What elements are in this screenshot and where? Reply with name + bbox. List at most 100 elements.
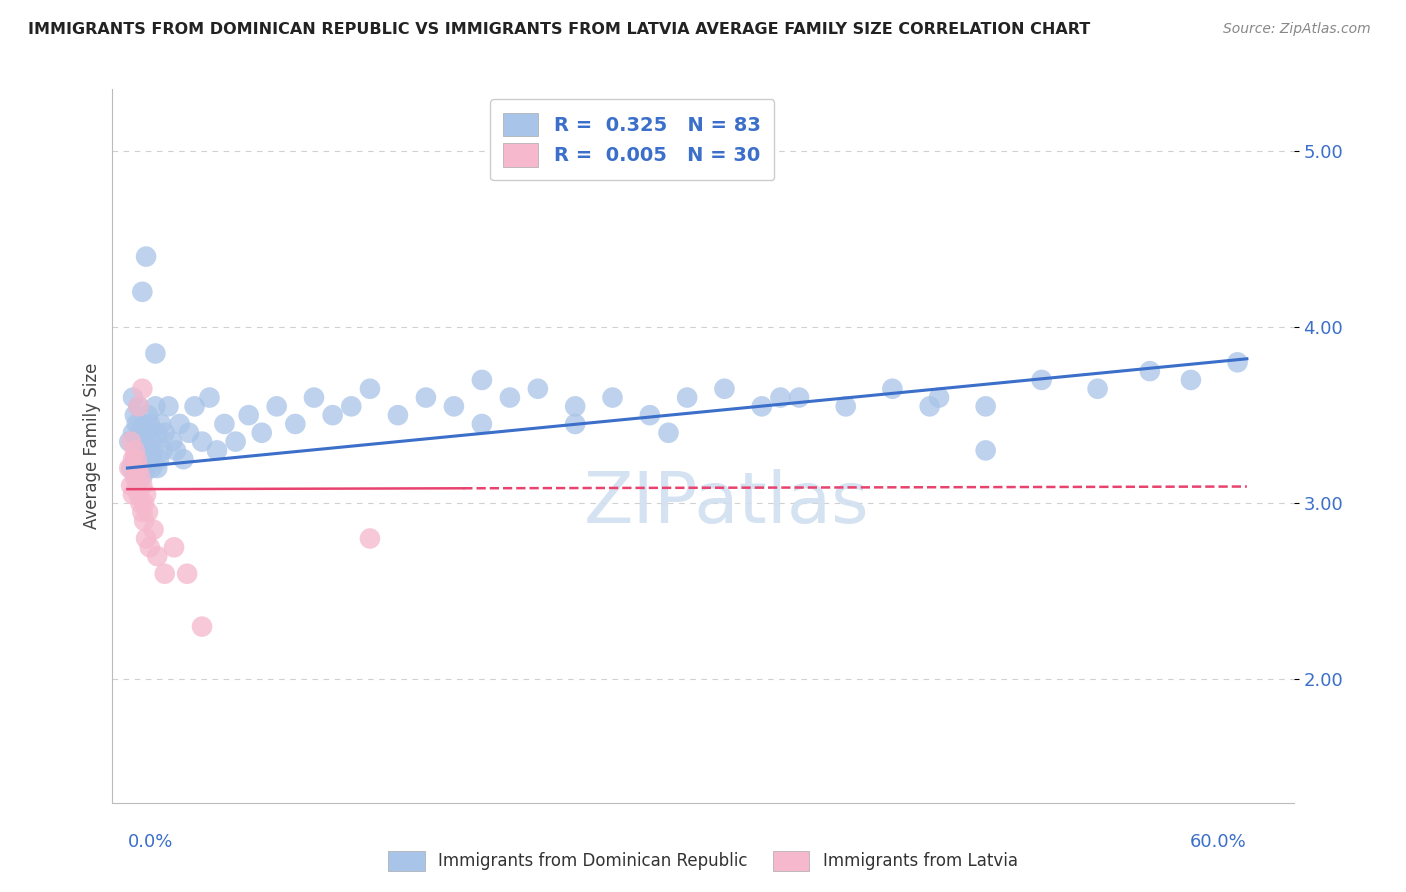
Point — [134, 452, 156, 467]
Point — [359, 532, 381, 546]
Point — [124, 470, 146, 484]
Point — [135, 425, 157, 440]
Point — [118, 434, 141, 449]
Point — [928, 391, 950, 405]
Point — [120, 478, 142, 492]
Point — [387, 408, 409, 422]
Point — [146, 549, 169, 563]
Point — [340, 400, 363, 414]
Point — [527, 382, 550, 396]
Text: Source: ZipAtlas.com: Source: ZipAtlas.com — [1223, 22, 1371, 37]
Y-axis label: Average Family Size: Average Family Size — [83, 363, 101, 529]
Point — [150, 417, 173, 431]
Point — [415, 391, 437, 405]
Text: ZIPatlas: ZIPatlas — [583, 468, 869, 538]
Point — [145, 346, 167, 360]
Point — [125, 478, 148, 492]
Point — [131, 478, 153, 492]
Point — [131, 285, 153, 299]
Point — [128, 400, 150, 414]
Point — [131, 470, 153, 484]
Point — [165, 443, 187, 458]
Point — [139, 452, 162, 467]
Point — [499, 391, 522, 405]
Point — [153, 425, 176, 440]
Text: 60.0%: 60.0% — [1189, 833, 1247, 851]
Point — [191, 619, 214, 633]
Point — [135, 250, 157, 264]
Point — [122, 487, 145, 501]
Point — [129, 470, 152, 484]
Point — [177, 425, 200, 440]
Point — [160, 434, 183, 449]
Point — [1031, 373, 1053, 387]
Point — [152, 443, 174, 458]
Point — [974, 443, 997, 458]
Point — [176, 566, 198, 581]
Point — [169, 417, 191, 431]
Point — [129, 425, 152, 440]
Point — [284, 417, 307, 431]
Point — [141, 434, 163, 449]
Point — [1087, 382, 1109, 396]
Point — [136, 408, 159, 422]
Point — [122, 391, 145, 405]
Point — [125, 470, 148, 484]
Point — [122, 425, 145, 440]
Point — [676, 391, 699, 405]
Point — [124, 408, 146, 422]
Point — [125, 452, 148, 467]
Point — [139, 541, 162, 555]
Point — [322, 408, 344, 422]
Point — [139, 417, 162, 431]
Point — [1226, 355, 1249, 369]
Point — [974, 400, 997, 414]
Point — [751, 400, 773, 414]
Point — [238, 408, 260, 422]
Point — [471, 373, 494, 387]
Point — [148, 452, 170, 467]
Point — [136, 505, 159, 519]
Point — [769, 391, 792, 405]
Point — [882, 382, 904, 396]
Point — [359, 382, 381, 396]
Point — [134, 496, 156, 510]
Point — [443, 400, 465, 414]
Point — [564, 400, 586, 414]
Point — [602, 391, 624, 405]
Point — [153, 566, 176, 581]
Point — [131, 505, 153, 519]
Point — [125, 417, 148, 431]
Point — [835, 400, 858, 414]
Point — [120, 461, 142, 475]
Text: IMMIGRANTS FROM DOMINICAN REPUBLIC VS IMMIGRANTS FROM LATVIA AVERAGE FAMILY SIZE: IMMIGRANTS FROM DOMINICAN REPUBLIC VS IM… — [28, 22, 1091, 37]
Point — [302, 391, 325, 405]
Point — [136, 443, 159, 458]
Point — [128, 400, 150, 414]
Point — [918, 400, 941, 414]
Point — [564, 417, 586, 431]
Point — [1139, 364, 1161, 378]
Point — [638, 408, 661, 422]
Point — [713, 382, 735, 396]
Point — [142, 443, 165, 458]
Point — [146, 461, 169, 475]
Point — [163, 541, 186, 555]
Point — [250, 425, 273, 440]
Point — [787, 391, 810, 405]
Point — [191, 434, 214, 449]
Point — [657, 425, 679, 440]
Point — [129, 461, 152, 475]
Point — [134, 514, 156, 528]
Point — [205, 443, 228, 458]
Point — [124, 443, 146, 458]
Point — [128, 487, 150, 501]
Point — [135, 487, 157, 501]
Point — [198, 391, 221, 405]
Point — [135, 532, 157, 546]
Point — [131, 382, 153, 396]
Text: 0.0%: 0.0% — [128, 833, 173, 851]
Point — [266, 400, 288, 414]
Point — [172, 452, 194, 467]
Point — [146, 425, 169, 440]
